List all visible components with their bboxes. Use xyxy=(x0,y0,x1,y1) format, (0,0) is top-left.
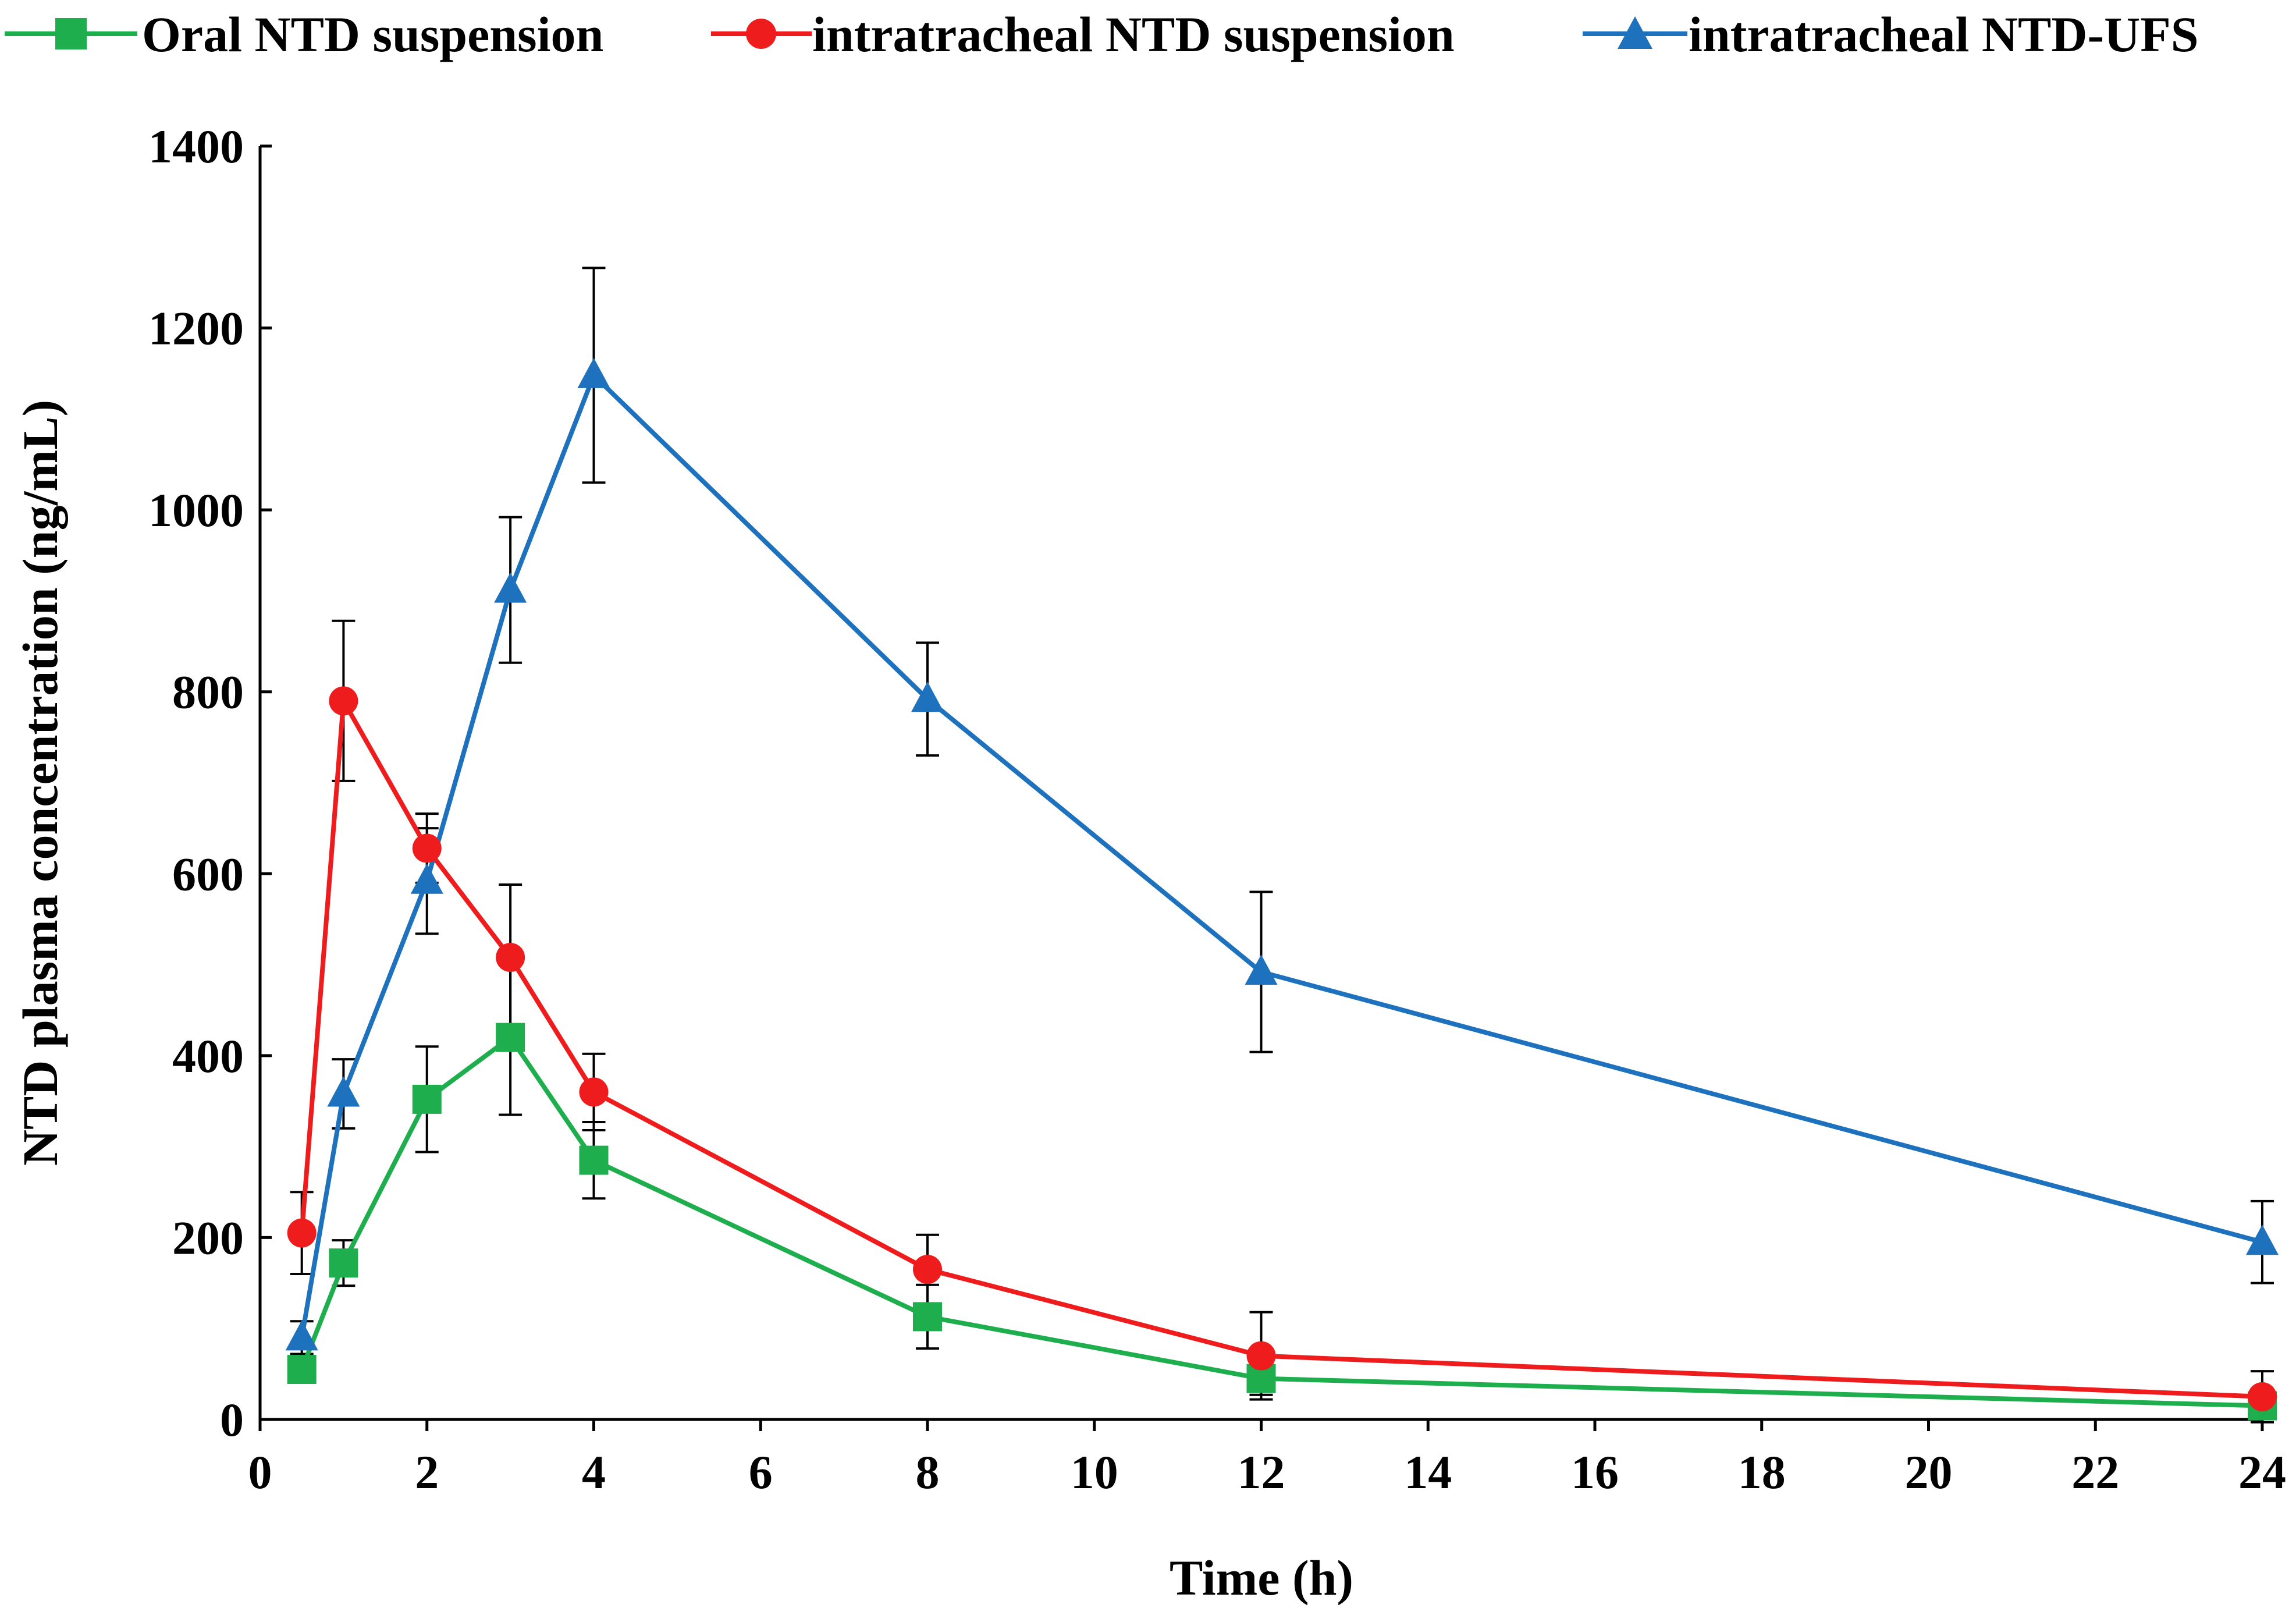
series-line-it-ufs xyxy=(299,372,2263,1339)
data-point-it-suspension xyxy=(579,1077,609,1107)
series-line-oral xyxy=(299,1035,2263,1408)
markers-it-suspension xyxy=(287,686,2277,1411)
data-point-it-suspension xyxy=(2248,1382,2277,1411)
markers-oral xyxy=(287,1023,2277,1421)
y-tick-label: 800 xyxy=(172,666,244,719)
x-tick-label: 6 xyxy=(749,1446,773,1499)
plot-series xyxy=(285,267,2279,1424)
legend-label-it-suspension: intratracheal NTD suspension xyxy=(812,6,1455,62)
data-point-it-ufs xyxy=(1245,954,1278,985)
x-tick-label: 2 xyxy=(415,1446,439,1499)
x-ticks: 0 2 4 6 8 10 12 14 16 18 20 22 24 xyxy=(248,1419,2286,1499)
x-tick-label: 20 xyxy=(1905,1446,1953,1499)
data-point-oral xyxy=(412,1084,442,1114)
data-point-it-suspension xyxy=(496,943,525,972)
legend-label-it-ufs: intratracheal NTD-UFS xyxy=(1689,6,2199,62)
legend-item-it-suspension: intratracheal NTD suspension xyxy=(711,6,1455,62)
x-axis-title: Time (h) xyxy=(1170,1550,1353,1606)
legend: Oral NTD suspension intratracheal NTD su… xyxy=(5,6,2199,62)
x-tick-label: 16 xyxy=(1571,1446,1619,1499)
data-point-oral xyxy=(287,1355,317,1385)
data-point-it-ufs xyxy=(327,1076,360,1107)
legend-label-oral: Oral NTD suspension xyxy=(142,6,603,62)
y-tick-label: 400 xyxy=(172,1030,244,1082)
x-tick-label: 18 xyxy=(1738,1446,1786,1499)
x-tick-label: 24 xyxy=(2238,1446,2286,1499)
data-point-it-suspension xyxy=(913,1255,942,1284)
x-tick-label: 10 xyxy=(1071,1446,1118,1499)
data-point-it-ufs xyxy=(285,1320,318,1351)
y-tick-label: 1200 xyxy=(148,302,244,355)
x-tick-label: 12 xyxy=(1238,1446,1285,1499)
data-point-oral xyxy=(329,1248,358,1278)
x-tick-label: 8 xyxy=(916,1446,940,1499)
legend-marker-it-ufs xyxy=(1618,16,1652,49)
data-point-oral xyxy=(913,1302,942,1332)
data-point-it-ufs xyxy=(494,572,527,603)
data-point-it-ufs xyxy=(577,357,610,388)
legend-item-oral: Oral NTD suspension xyxy=(5,6,603,62)
y-tick-label: 200 xyxy=(172,1211,244,1264)
legend-marker-it-suspension xyxy=(746,19,776,49)
y-tick-label: 600 xyxy=(172,847,244,900)
data-point-oral xyxy=(579,1145,609,1175)
data-point-it-suspension xyxy=(287,1218,317,1248)
data-point-it-ufs xyxy=(2246,1224,2279,1255)
data-point-it-suspension xyxy=(1246,1341,1276,1371)
data-point-oral xyxy=(496,1023,525,1052)
y-tick-label: 1000 xyxy=(148,484,244,537)
x-tick-label: 22 xyxy=(2071,1446,2119,1499)
y-tick-label: 1400 xyxy=(148,120,244,173)
legend-marker-oral xyxy=(55,18,87,49)
markers-it-ufs xyxy=(285,357,2279,1351)
data-point-it-ufs xyxy=(911,682,944,712)
data-point-it-suspension xyxy=(329,686,358,716)
legend-item-it-ufs: intratracheal NTD-UFS xyxy=(1583,6,2199,62)
x-tick-label: 4 xyxy=(582,1446,606,1499)
y-tick-label: 0 xyxy=(220,1393,244,1446)
y-axis-title: NTD plasma concentration (ng/mL) xyxy=(12,400,68,1166)
data-point-it-suspension xyxy=(412,833,442,863)
series-line-it-suspension xyxy=(299,698,2263,1399)
data-point-it-ufs xyxy=(410,863,443,894)
x-tick-label: 0 xyxy=(248,1446,272,1499)
x-tick-label: 14 xyxy=(1404,1446,1452,1499)
y-ticks: 0 200 400 600 800 1000 1200 1400 xyxy=(148,120,272,1446)
